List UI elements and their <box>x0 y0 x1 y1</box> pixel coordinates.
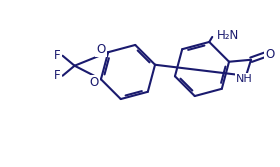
Text: O: O <box>265 48 275 61</box>
Text: F: F <box>54 69 61 82</box>
Text: O: O <box>89 76 99 89</box>
Text: H₂N: H₂N <box>217 29 239 42</box>
Text: NH: NH <box>236 74 253 84</box>
Text: F: F <box>54 49 61 62</box>
Text: O: O <box>97 43 106 56</box>
